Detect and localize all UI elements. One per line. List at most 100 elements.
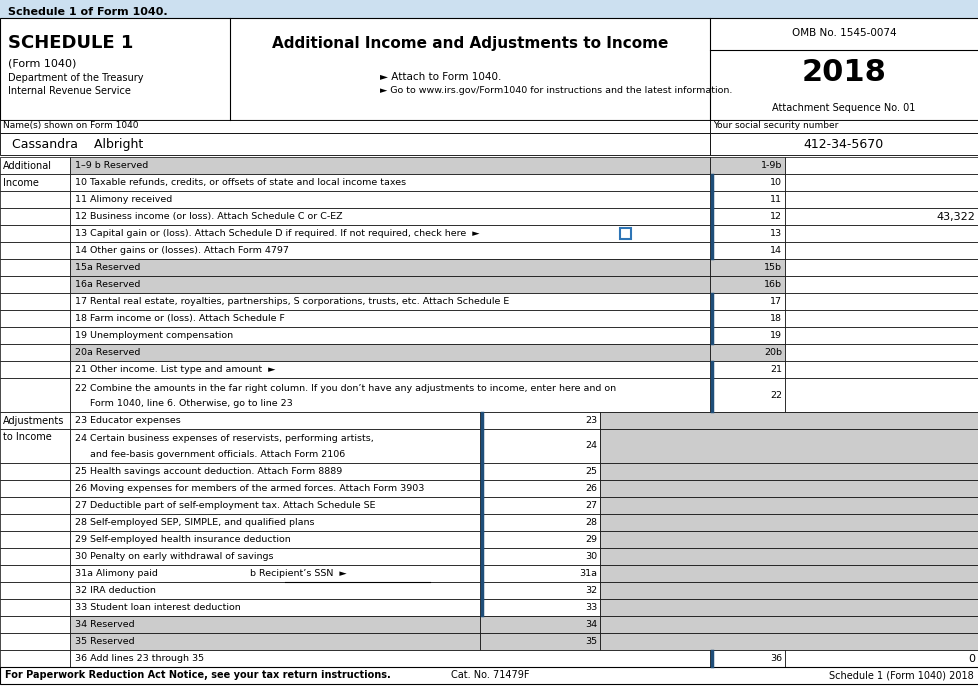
Bar <box>70 548 479 565</box>
Text: 23: 23 <box>584 416 597 425</box>
Bar <box>70 378 709 412</box>
Bar <box>709 191 784 208</box>
Bar <box>70 531 479 548</box>
Text: OMB No. 1545-0074: OMB No. 1545-0074 <box>791 28 896 38</box>
Text: 20a Reserved: 20a Reserved <box>75 348 140 357</box>
Text: 21 Other income. List type and amount  ►: 21 Other income. List type and amount ► <box>75 365 275 374</box>
Text: 10: 10 <box>770 178 781 187</box>
Text: 33: 33 <box>584 603 597 612</box>
Text: 27: 27 <box>585 501 597 510</box>
Text: 20b: 20b <box>763 348 781 357</box>
Bar <box>709 157 784 174</box>
Bar <box>0 616 70 633</box>
Bar <box>709 174 784 191</box>
Text: 17 Rental real estate, royalties, partnerships, S corporations, trusts, etc. Att: 17 Rental real estate, royalties, partne… <box>75 297 509 306</box>
Text: 43,322: 43,322 <box>935 211 974 222</box>
Text: 26: 26 <box>585 484 597 493</box>
Text: 33 Student loan interest deduction: 33 Student loan interest deduction <box>75 603 241 612</box>
Bar <box>0 565 70 582</box>
Bar <box>709 276 784 293</box>
Text: 25 Health savings account deduction. Attach Form 8889: 25 Health savings account deduction. Att… <box>75 467 342 476</box>
Bar <box>600 412 978 429</box>
Bar <box>600 514 978 531</box>
Bar <box>479 497 600 514</box>
Text: 30: 30 <box>584 552 597 561</box>
Bar <box>70 225 709 242</box>
Bar <box>0 633 70 650</box>
Text: 34 Reserved: 34 Reserved <box>75 620 135 629</box>
Bar <box>0 133 709 155</box>
Text: SCHEDULE 1: SCHEDULE 1 <box>8 34 133 52</box>
Bar <box>0 361 70 378</box>
Bar <box>70 344 709 361</box>
Bar <box>784 174 978 191</box>
Bar <box>0 191 70 208</box>
Bar <box>0 157 70 174</box>
Bar <box>479 633 600 650</box>
Text: ► Attach to Form 1040.: ► Attach to Form 1040. <box>379 72 501 82</box>
Text: 13 Capital gain or (loss). Attach Schedule D if required. If not required, check: 13 Capital gain or (loss). Attach Schedu… <box>75 229 479 238</box>
Bar <box>479 582 600 599</box>
Bar <box>479 412 600 429</box>
Bar <box>70 259 709 276</box>
Text: 30 Penalty on early withdrawal of savings: 30 Penalty on early withdrawal of saving… <box>75 552 273 561</box>
Text: 24: 24 <box>585 442 597 451</box>
Bar <box>709 208 784 225</box>
Text: 14: 14 <box>770 246 781 255</box>
Bar <box>0 548 70 565</box>
Bar <box>70 242 709 259</box>
Bar <box>0 599 70 616</box>
Bar <box>709 293 784 310</box>
Text: 16b: 16b <box>763 280 781 289</box>
Text: Your social security number: Your social security number <box>712 121 837 130</box>
Bar <box>600 480 978 497</box>
Bar <box>600 633 978 650</box>
Text: b Recipient’s SSN  ►: b Recipient’s SSN ► <box>249 569 346 578</box>
Text: 13: 13 <box>769 229 781 238</box>
Bar <box>0 225 70 242</box>
Bar <box>784 191 978 208</box>
Bar <box>0 531 70 548</box>
Bar <box>70 293 709 310</box>
Text: 16a Reserved: 16a Reserved <box>75 280 140 289</box>
Text: Cat. No. 71479F: Cat. No. 71479F <box>450 670 529 681</box>
Bar <box>70 327 709 344</box>
Text: Adjustments: Adjustments <box>3 415 65 426</box>
Text: 17: 17 <box>770 297 781 306</box>
Bar <box>784 378 978 412</box>
Bar <box>0 242 70 259</box>
Bar <box>784 276 978 293</box>
Bar <box>784 157 978 174</box>
Bar <box>0 208 70 225</box>
Bar <box>70 276 709 293</box>
Bar <box>0 120 709 133</box>
Bar <box>784 225 978 242</box>
Bar <box>709 327 784 344</box>
Text: 19 Unemployment compensation: 19 Unemployment compensation <box>75 331 233 340</box>
Text: For Paperwork Reduction Act Notice, see your tax return instructions.: For Paperwork Reduction Act Notice, see … <box>5 670 390 681</box>
Bar <box>784 208 978 225</box>
Bar <box>600 429 978 463</box>
Bar <box>0 497 70 514</box>
Bar <box>70 157 709 174</box>
Bar <box>0 276 70 293</box>
Text: 35: 35 <box>584 637 597 646</box>
Bar <box>70 582 479 599</box>
Bar <box>0 174 70 191</box>
Bar <box>784 293 978 310</box>
Bar <box>0 582 70 599</box>
Bar <box>709 225 784 242</box>
Text: and fee-basis government officials. Attach Form 2106: and fee-basis government officials. Atta… <box>75 450 345 459</box>
Text: Department of the Treasury: Department of the Treasury <box>8 73 144 83</box>
Bar <box>479 599 600 616</box>
Text: Schedule 1 (Form 1040) 2018: Schedule 1 (Form 1040) 2018 <box>828 670 973 681</box>
Bar <box>0 429 70 463</box>
Text: 32: 32 <box>584 586 597 595</box>
Bar <box>70 480 479 497</box>
Text: 21: 21 <box>770 365 781 374</box>
Text: 31a: 31a <box>578 569 597 578</box>
Bar <box>619 228 631 239</box>
Bar <box>479 463 600 480</box>
Text: 1–9 b Reserved: 1–9 b Reserved <box>75 161 148 170</box>
Text: Name(s) shown on Form 1040: Name(s) shown on Form 1040 <box>3 121 138 130</box>
